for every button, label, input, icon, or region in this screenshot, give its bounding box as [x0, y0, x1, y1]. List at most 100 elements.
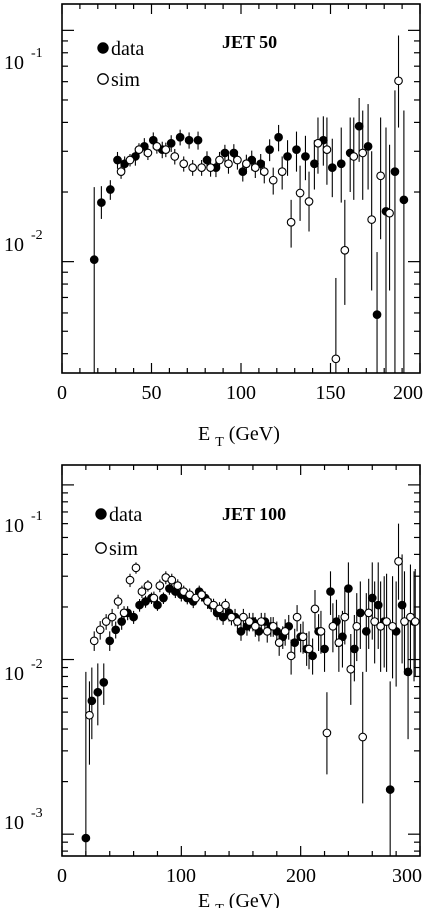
x-axis-label-main: E	[198, 890, 210, 908]
x-axis-label: E T (GeV)	[198, 890, 280, 908]
x-tick-label-150: 150	[316, 382, 346, 404]
point-sim	[352, 621, 362, 631]
point-data	[363, 142, 373, 151]
x-axis-label-unit: (GeV)	[229, 423, 280, 445]
point-sim	[113, 597, 123, 606]
y-tick-exponent: -1	[31, 46, 43, 61]
x-tick-label-100: 100	[226, 382, 256, 404]
point-data	[310, 159, 319, 169]
axis-ticks	[61, 465, 421, 856]
point-sim	[340, 245, 350, 255]
point-sim	[233, 617, 242, 626]
point-sim	[340, 612, 350, 622]
x-tick-label-0: 0	[57, 865, 67, 887]
point-sim	[394, 76, 403, 86]
point-sim	[313, 138, 323, 148]
point-sim	[107, 612, 117, 622]
point-data	[399, 195, 409, 205]
point-sim	[346, 664, 356, 674]
y-tick-label-0.001: 10 -3	[4, 806, 43, 834]
point-sim	[256, 617, 266, 626]
point-data	[193, 135, 203, 145]
y-tick-label-0.1: 10 -1	[4, 46, 43, 74]
y-tick-exponent: -2	[31, 228, 43, 243]
point-sim	[400, 617, 409, 626]
point-sim	[268, 175, 278, 185]
point-data	[238, 167, 248, 176]
point-sim	[206, 163, 215, 172]
y-tick-label-0.01: 10 -2	[4, 228, 43, 256]
point-sim	[331, 354, 341, 364]
point-sim	[173, 581, 183, 590]
point-sim	[250, 163, 260, 172]
point-data	[390, 167, 400, 176]
x-tick-label-0: 0	[57, 382, 67, 404]
point-sim	[292, 612, 302, 622]
point-sim	[95, 625, 105, 635]
point-sim	[286, 217, 296, 227]
point-sim	[382, 617, 391, 626]
point-sim	[143, 148, 153, 158]
y-tick-label-0.01: 10 -2	[4, 657, 43, 685]
point-data	[105, 185, 115, 194]
data-points	[81, 523, 420, 856]
plot-frame	[61, 464, 421, 857]
point-sim	[410, 617, 420, 626]
point-sim	[125, 155, 135, 165]
y-tick-exponent: -3	[31, 806, 43, 821]
point-sim	[224, 159, 233, 169]
point-data	[274, 132, 283, 142]
point-sim	[125, 575, 135, 585]
point-sim	[286, 651, 296, 661]
point-sim	[370, 617, 380, 626]
point-sim	[239, 612, 248, 622]
point-sim	[197, 163, 206, 172]
x-tick-label-200: 200	[286, 865, 316, 887]
x-axis-label-sub: T	[215, 435, 224, 450]
axis-ticks	[61, 4, 421, 373]
point-sim	[233, 155, 242, 165]
chart-title: JET 100	[222, 504, 286, 524]
point-sim	[334, 638, 344, 647]
point-sim	[209, 600, 218, 610]
point-sim	[101, 617, 111, 626]
point-sim	[250, 621, 260, 631]
point-sim	[161, 145, 171, 154]
point-data	[265, 145, 274, 154]
point-sim	[227, 612, 236, 622]
x-axis-label-sub: T	[215, 902, 224, 908]
point-sim	[170, 152, 180, 161]
legend-sim-label: sim	[111, 69, 140, 91]
y-tick-base: 10	[4, 663, 24, 685]
point-data	[105, 636, 115, 646]
point-data	[354, 121, 364, 131]
chart-jet100: JET 100 data sim 10 -1 10 -2 10 -3 0 100…	[4, 464, 422, 908]
point-data	[153, 600, 162, 610]
x-tick-label-50: 50	[142, 382, 162, 404]
legend-data-marker	[97, 42, 109, 54]
y-tick-base: 10	[4, 812, 24, 834]
point-sim	[310, 604, 320, 614]
point-data	[184, 135, 194, 145]
point-data	[301, 152, 310, 161]
legend: data sim	[95, 504, 142, 560]
legend-data-label: data	[111, 38, 144, 60]
point-data	[89, 255, 99, 265]
point-data	[229, 148, 239, 158]
y-tick-base: 10	[4, 234, 24, 256]
x-axis-label-unit: (GeV)	[229, 890, 280, 908]
point-sim	[259, 167, 269, 176]
point-sim	[167, 575, 177, 585]
point-sim	[85, 710, 94, 720]
chart-title: JET 50	[222, 32, 277, 52]
y-tick-label-0.1: 10 -1	[4, 509, 43, 537]
point-data	[159, 593, 168, 603]
point-sim	[322, 145, 332, 154]
point-sim	[388, 621, 397, 631]
x-tick-label-100: 100	[166, 865, 196, 887]
point-sim	[215, 604, 224, 614]
point-data	[355, 608, 365, 618]
point-sim	[152, 142, 162, 151]
point-sim	[328, 621, 338, 631]
